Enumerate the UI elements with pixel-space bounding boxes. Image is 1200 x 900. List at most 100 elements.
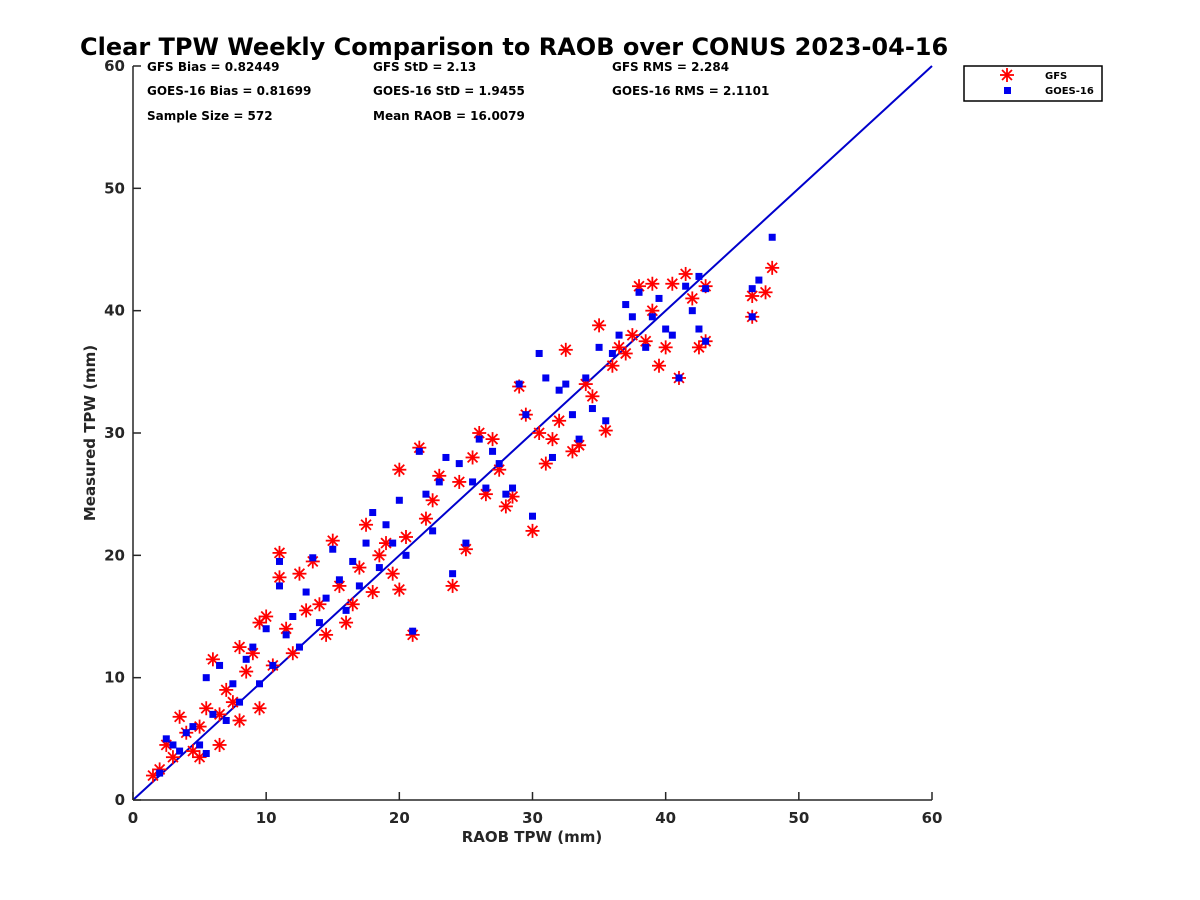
gfs-point xyxy=(745,288,760,303)
gfs-point xyxy=(765,260,780,275)
goes16-point xyxy=(682,282,690,290)
x-axis-label: RAOB TPW (mm) xyxy=(462,828,603,846)
goes16-point xyxy=(402,551,410,559)
y-tick-label: 30 xyxy=(104,424,125,442)
goes16-point xyxy=(362,539,370,547)
x-tick-label: 40 xyxy=(655,809,676,827)
goes16-point xyxy=(422,490,430,498)
gfs-rms-stat: GFS RMS = 2.284 xyxy=(612,60,729,74)
goes16-point xyxy=(335,576,343,584)
gfs-point xyxy=(532,426,547,440)
goes16-point xyxy=(588,405,596,413)
gfs-point xyxy=(212,737,227,752)
goes16-point xyxy=(662,325,670,333)
goes16-point xyxy=(642,343,650,351)
gfs-point xyxy=(585,389,600,404)
goes16-point xyxy=(475,435,483,443)
goes16-point xyxy=(515,380,523,388)
goes16-point xyxy=(695,325,703,333)
goes16-point xyxy=(196,741,204,749)
y-tick-label: 20 xyxy=(104,546,125,564)
gfs-point xyxy=(259,609,274,624)
gfs-point xyxy=(312,597,327,612)
goes16-point xyxy=(535,349,543,357)
gfs-point xyxy=(385,566,400,581)
gfs-point xyxy=(465,450,480,465)
goes16-point xyxy=(182,729,190,737)
goes16-point xyxy=(375,564,383,572)
goes16-point xyxy=(748,285,756,293)
goes16-point xyxy=(648,313,656,321)
goes16-point xyxy=(289,613,297,620)
gfs-point xyxy=(592,318,607,333)
gfs-point xyxy=(645,276,660,291)
goes16-point xyxy=(282,631,290,639)
goes16-point xyxy=(628,313,636,321)
gfs-point xyxy=(605,358,620,373)
goes16-point xyxy=(562,380,570,388)
goes16-point xyxy=(176,747,184,755)
gfs-point xyxy=(272,570,287,585)
x-tick-label: 20 xyxy=(389,809,410,827)
gfs-point xyxy=(665,276,680,291)
gfs-point xyxy=(372,548,387,563)
goes16-point xyxy=(256,680,264,688)
gfs-point xyxy=(418,511,433,526)
gfs-point xyxy=(165,750,180,765)
goes16-point xyxy=(635,288,643,296)
y-tick-label: 10 xyxy=(104,669,125,687)
gfs-point xyxy=(232,640,247,655)
y-axis-label: Measured TPW (mm) xyxy=(81,345,99,521)
goes16-point xyxy=(369,509,377,517)
goes16-point xyxy=(582,374,590,382)
gfs-point xyxy=(658,340,673,355)
gfs-point xyxy=(758,285,773,300)
goes16-point xyxy=(675,374,683,382)
gfs-point xyxy=(392,462,407,477)
goes16-point xyxy=(688,307,696,315)
goes16-point xyxy=(489,447,497,455)
goes-rms-stat: GOES-16 RMS = 2.1101 xyxy=(612,84,769,98)
gfs-point xyxy=(325,533,340,548)
goes16-point xyxy=(389,539,397,547)
gfs-point xyxy=(398,529,413,544)
gfs-point xyxy=(339,615,354,630)
goes16-point xyxy=(329,545,337,553)
goes-bias-stat: GOES-16 Bias = 0.81699 xyxy=(147,84,311,98)
gfs-point xyxy=(299,603,314,618)
goes16-series xyxy=(156,233,776,777)
x-tick-label: 10 xyxy=(256,809,277,827)
goes16-point xyxy=(555,386,563,394)
goes16-point xyxy=(529,512,536,520)
y-tick-label: 50 xyxy=(104,179,125,197)
goes16-point xyxy=(455,460,463,468)
gfs-point xyxy=(292,566,307,581)
gfs-point xyxy=(558,342,573,357)
gfs-bias-stat: GFS Bias = 0.82449 xyxy=(147,60,279,74)
goes16-point xyxy=(302,588,310,596)
gfs-point xyxy=(685,291,700,306)
goes16-point xyxy=(602,417,610,425)
goes16-point xyxy=(702,337,710,345)
gfs-point xyxy=(485,432,500,447)
goes16-point xyxy=(469,478,477,486)
gfs-point xyxy=(239,664,254,679)
mean-raob-stat: Mean RAOB = 16.0079 xyxy=(373,109,525,123)
goes16-point xyxy=(608,349,616,357)
gfs-point xyxy=(365,585,380,600)
goes16-point xyxy=(462,539,470,547)
goes16-point xyxy=(236,698,244,706)
gfs-point xyxy=(598,423,613,438)
y-tick-label: 60 xyxy=(104,57,125,75)
goes16-point xyxy=(768,233,776,241)
gfs-std-stat: GFS StD = 2.13 xyxy=(373,60,476,74)
goes16-point xyxy=(162,735,170,743)
goes16-point xyxy=(169,741,177,749)
goes16-point xyxy=(695,272,703,280)
goes16-point xyxy=(615,331,623,339)
legend-goes16-marker xyxy=(1004,87,1011,94)
gfs-point xyxy=(359,517,374,532)
goes16-point xyxy=(495,460,503,468)
goes16-point xyxy=(435,478,443,486)
gfs-point xyxy=(319,627,334,642)
